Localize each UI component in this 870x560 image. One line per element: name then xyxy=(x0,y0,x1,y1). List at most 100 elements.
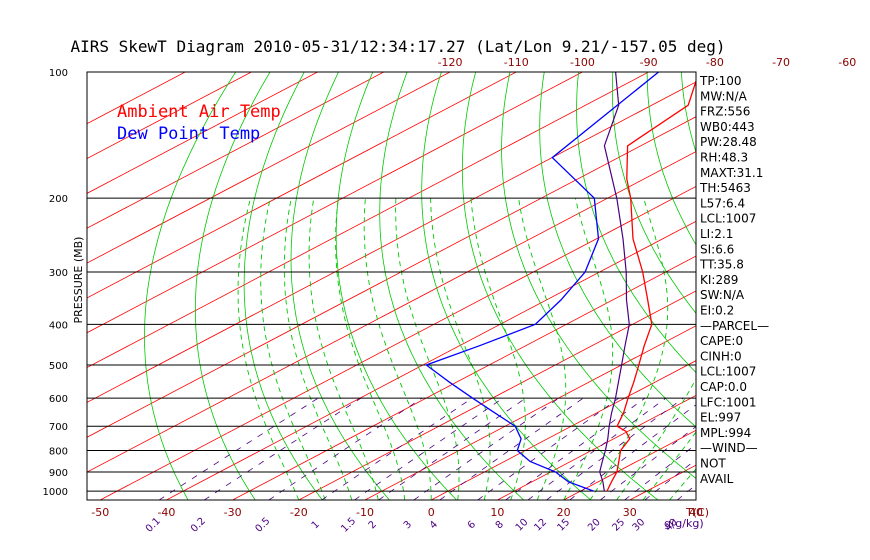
mixing-ratio-line xyxy=(546,397,684,500)
mixing-ratio-tick-label: 12 xyxy=(532,517,549,534)
stat-label: MW:N/A xyxy=(700,89,748,103)
bottom-temp-tick-label: 30 xyxy=(623,506,637,519)
mixing-ratio-line xyxy=(268,397,423,500)
isotherm-line xyxy=(87,72,518,299)
mixing-ratio-tick-label: 3 xyxy=(402,519,414,531)
isotherm-line xyxy=(165,220,696,500)
isotherm-line xyxy=(231,255,696,500)
dry-adiabat-line xyxy=(612,72,696,314)
stat-label: CAPE:0 xyxy=(700,334,743,348)
background-grid xyxy=(87,53,870,505)
mixing-ratio-line xyxy=(413,397,560,500)
stat-label: NOT xyxy=(700,457,726,471)
bottom-temp-tick-label: 40 xyxy=(689,506,703,519)
stat-label: TT:35.8 xyxy=(699,258,744,272)
stat-label: KI:289 xyxy=(700,273,738,287)
isotherm-line xyxy=(297,290,696,500)
pressure-tick-label: 700 xyxy=(49,422,68,433)
stat-label: RH:48.3 xyxy=(700,151,748,165)
mixing-ratio-unit-label: g(g/kg) xyxy=(664,517,704,530)
stat-label: L57:6.4 xyxy=(700,196,745,210)
dry-adiabat-line xyxy=(290,72,391,500)
bottom-temp-tick-label: 10 xyxy=(490,506,504,519)
isotherm-line xyxy=(430,360,696,500)
series-line-ambient-air-temp xyxy=(606,79,696,492)
bottom-temp-tick-label: -50 xyxy=(91,506,109,519)
dry-adiabat-line xyxy=(576,72,696,374)
legend-dew-point-temp: Dew Point Temp xyxy=(117,124,260,144)
dry-adiabat-line xyxy=(379,72,525,500)
top-temp-tick-label: -100 xyxy=(570,56,595,69)
top-temp-tick-label: -70 xyxy=(772,56,790,69)
isotherm-line xyxy=(87,72,650,369)
dry-adiabat-line xyxy=(782,63,870,502)
pressure-tick-label: 500 xyxy=(49,361,68,372)
dry-adiabat-line xyxy=(461,72,659,500)
stat-label: TH:5463 xyxy=(699,181,751,195)
isotherm-line xyxy=(364,325,696,500)
dry-adiabat-line xyxy=(850,63,870,502)
bottom-temp-tick-label: -40 xyxy=(157,506,175,519)
mixing-ratio-tick-label: 0.5 xyxy=(253,516,272,535)
moist-adiabat-line xyxy=(260,198,326,500)
series-line-parcel xyxy=(599,72,630,492)
moist-adiabat-line xyxy=(335,198,406,500)
legend-ambient-air-temp: Ambient Air Temp xyxy=(117,102,281,122)
bottom-temp-tick-label: 20 xyxy=(557,506,571,519)
pressure-tick-label: 100 xyxy=(49,68,68,79)
moist-adiabat-line xyxy=(470,198,526,500)
isotherm-line xyxy=(87,116,696,438)
mixing-ratio-tick-label: 20 xyxy=(586,517,603,534)
stat-label: SI:6.6 xyxy=(700,242,734,256)
stat-label: EI:0.2 xyxy=(700,304,734,318)
stat-label: LCL:1007 xyxy=(700,365,756,379)
mixing-ratio-tick-label: 8 xyxy=(494,519,506,531)
isotherm-line xyxy=(753,53,870,505)
moist-adiabat-line xyxy=(395,198,460,500)
dry-adiabat-line xyxy=(646,72,696,246)
dry-adiabat-line xyxy=(539,72,696,428)
mixing-ratio-line xyxy=(477,397,620,500)
bottom-temp-tick-label: -20 xyxy=(290,506,308,519)
mixing-ratio-line xyxy=(354,397,504,500)
y-axis-label: PRESSURE (MB) xyxy=(72,237,85,324)
stat-label: AVAIL xyxy=(700,472,734,486)
moist-adiabat-line xyxy=(518,198,567,500)
mixing-ratio-line xyxy=(378,397,527,500)
mixing-ratio-tick-label: 25 xyxy=(610,517,627,534)
isotherm-line xyxy=(87,81,696,403)
mixing-ratio-tick-label: 6 xyxy=(466,519,478,531)
isotherm-line xyxy=(87,72,451,264)
stat-label: —WIND— xyxy=(700,441,758,455)
pressure-tick-label: 200 xyxy=(49,194,68,205)
stat-label: WB0:443 xyxy=(700,120,755,134)
isotherm-line xyxy=(87,72,253,159)
pressure-tick-label: 600 xyxy=(49,394,68,405)
moist-adiabat-line xyxy=(283,198,353,500)
top-temp-tick-label: -110 xyxy=(504,56,529,69)
top-temp-tick-label: -90 xyxy=(640,56,658,69)
stat-label: FRZ:556 xyxy=(700,105,750,119)
series-line-dew-point-temp xyxy=(424,72,660,492)
isotherm-line xyxy=(99,185,696,500)
isotherm-line xyxy=(87,72,385,229)
mixing-ratio-line xyxy=(527,397,667,500)
mixing-ratio-line xyxy=(569,404,696,500)
mixing-ratio-tick-label: 2 xyxy=(367,519,379,531)
stat-label: MPL:994 xyxy=(700,426,751,440)
chart-title: AIRS SkewT Diagram 2010-05-31/12:34:17.2… xyxy=(70,37,725,56)
pressure-tick-label: 400 xyxy=(49,320,68,331)
mixing-ratio-tick-label: 15 xyxy=(556,517,573,534)
stat-label: LCL:1007 xyxy=(700,212,756,226)
plot-frame xyxy=(86,71,697,501)
mixing-ratio-tick-label: 30 xyxy=(631,517,648,534)
x-axis-unit-label: T(C) xyxy=(685,506,709,519)
stat-label: SW:N/A xyxy=(700,288,745,302)
mixing-ratio-tick-label: 4 xyxy=(428,519,440,531)
isotherm-line xyxy=(87,72,319,194)
pressure-tick-label: 900 xyxy=(49,468,68,479)
stat-label: MAXT:31.1 xyxy=(700,166,763,180)
stat-label: —PARCEL— xyxy=(700,319,769,333)
moist-adiabat-line xyxy=(589,198,669,500)
